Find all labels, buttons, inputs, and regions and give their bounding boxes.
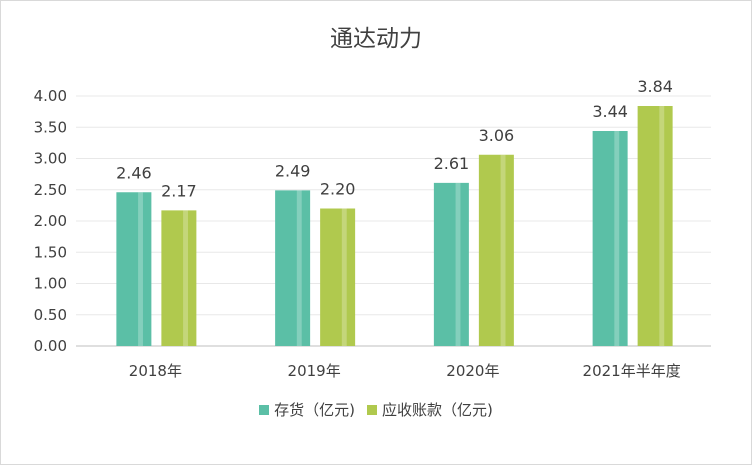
bar [161, 210, 197, 346]
legend-item: 应收账款（亿元) [367, 399, 493, 420]
legend: 存货（亿元) 应收账款（亿元) [1, 399, 751, 420]
legend-label: 存货（亿元) [274, 401, 355, 419]
y-tick-label: 2.50 [34, 181, 67, 199]
legend-item: 存货（亿元) [259, 399, 355, 420]
legend-label: 应收账款（亿元) [382, 401, 493, 419]
x-tick-label: 2019年 [288, 362, 341, 380]
bar-highlight [296, 190, 302, 346]
y-tick-label: 3.00 [34, 150, 67, 168]
data-label: 3.44 [592, 102, 628, 121]
bar [592, 131, 628, 346]
legend-swatch [259, 404, 270, 415]
data-label: 2.49 [275, 161, 311, 180]
chart-title: 通达动力 [330, 26, 422, 52]
y-tick-label: 0.00 [34, 337, 67, 355]
bar-highlight [455, 182, 461, 346]
data-label: 2.46 [116, 163, 152, 182]
data-label: 3.84 [637, 77, 673, 96]
x-tick-label: 2020年 [446, 362, 499, 380]
y-tick-label: 1.00 [34, 275, 67, 293]
y-tick-label: 4.00 [34, 87, 67, 105]
bar [275, 190, 311, 346]
data-label: 2.61 [434, 154, 470, 173]
bar-highlight [614, 131, 620, 346]
bar-highlight [183, 210, 188, 346]
y-tick-label: 3.50 [34, 118, 67, 136]
x-tick-label: 2018年 [129, 362, 182, 380]
x-tick-label: 2021年半年度 [583, 362, 681, 380]
bar-highlight [341, 208, 347, 346]
data-label: 2.20 [320, 180, 356, 199]
y-tick-label: 1.50 [34, 243, 67, 261]
bar [478, 154, 514, 346]
bar [433, 182, 469, 346]
data-label: 2.17 [161, 181, 197, 200]
bar-highlight [659, 106, 665, 346]
y-tick-label: 2.00 [34, 212, 67, 230]
bar [637, 106, 673, 346]
bar-highlight [500, 154, 506, 346]
legend-swatch [367, 404, 377, 415]
bar [320, 208, 356, 346]
data-label: 3.06 [479, 126, 515, 145]
y-tick-label: 0.50 [34, 306, 67, 324]
bar [116, 192, 152, 346]
bar-highlight [138, 192, 143, 346]
